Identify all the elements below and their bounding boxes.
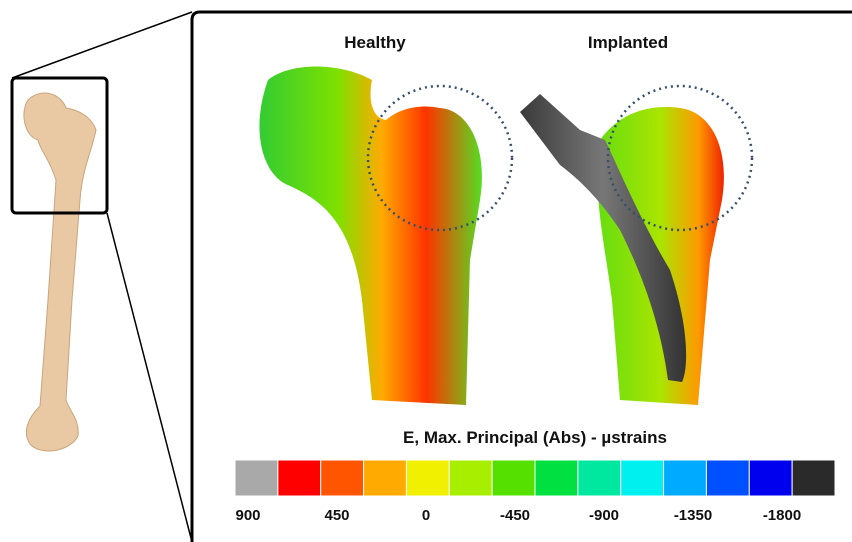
color-cell [234,459,279,497]
zoom-line [106,212,193,542]
focus-circle [366,84,514,232]
color-cell [448,459,493,497]
colorbar-tick-label: 0 [422,507,430,524]
femur [23,92,97,452]
color-cell [620,459,665,497]
healthy-bone [259,66,482,405]
colorbar-tick-label: -450 [500,507,530,524]
zoom-line [11,11,193,79]
panel-label: Healthy [344,33,406,52]
colorbar-tick-label: -900 [589,507,619,524]
panel-border [190,10,852,542]
color-cell [534,459,579,497]
color-cell [277,459,322,497]
color-cell [405,459,450,497]
panel-label: Implanted [588,33,668,52]
colorbar-tick-label: 900 [235,507,260,524]
color-cell [663,459,707,497]
color-cell [363,459,407,497]
color-cell [577,459,622,497]
colorbar-tick-label: -1350 [674,507,712,524]
color-cell [320,459,365,497]
color-cell [748,459,793,497]
colorbar-tick-label: 450 [324,507,349,524]
color-cell [791,459,836,497]
focus-circle [606,84,754,232]
colorbar-tick-label: -1800 [763,507,801,524]
color-cell [491,459,536,497]
colorbar: 900 450 0 -450 -900 -1350 -1800 [234,459,836,524]
legend-title: E, Max. Principal (Abs) - µstrains [403,428,667,447]
implant-stem [520,94,687,382]
inset-box [10,76,109,215]
color-cell [705,459,750,497]
